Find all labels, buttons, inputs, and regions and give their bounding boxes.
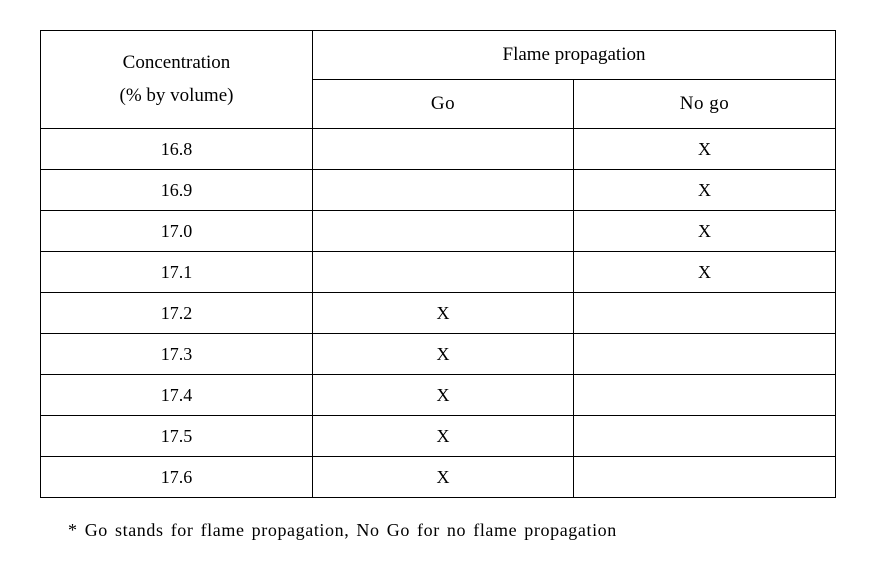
cell-go: [313, 252, 574, 293]
cell-no-go: X: [574, 129, 836, 170]
cell-concentration: 17.1: [41, 252, 313, 293]
table-row: 16.8 X: [41, 129, 836, 170]
table-body: 16.8 X 16.9 X 17.0 X 17.1 X 17.2 X: [41, 129, 836, 498]
cell-no-go: [574, 457, 836, 498]
cell-go: X: [313, 334, 574, 375]
cell-no-go: X: [574, 211, 836, 252]
col-header-concentration: Concentration (% by volume): [41, 31, 313, 129]
cell-go: X: [313, 457, 574, 498]
cell-concentration: 17.0: [41, 211, 313, 252]
cell-go: [313, 129, 574, 170]
cell-go: X: [313, 416, 574, 457]
cell-concentration: 17.4: [41, 375, 313, 416]
table-row: 17.6 X: [41, 457, 836, 498]
cell-go: [313, 211, 574, 252]
cell-concentration: 16.8: [41, 129, 313, 170]
col-header-concentration-line1: Concentration: [123, 52, 231, 73]
table-row: 17.2 X: [41, 293, 836, 334]
cell-go: X: [313, 375, 574, 416]
col-header-no-go: No go: [574, 80, 836, 129]
table-row: 17.3 X: [41, 334, 836, 375]
cell-no-go: [574, 334, 836, 375]
flame-propagation-table-wrap: Concentration (% by volume) Flame propag…: [40, 30, 835, 541]
table-header-row-1: Concentration (% by volume) Flame propag…: [41, 31, 836, 80]
cell-concentration: 17.2: [41, 293, 313, 334]
cell-concentration: 17.3: [41, 334, 313, 375]
table-row: 17.4 X: [41, 375, 836, 416]
table-row: 17.0 X: [41, 211, 836, 252]
cell-concentration: 17.6: [41, 457, 313, 498]
col-header-flame-propagation: Flame propagation: [313, 31, 836, 80]
flame-propagation-table: Concentration (% by volume) Flame propag…: [40, 30, 836, 498]
table-footnote: * Go stands for flame propagation, No Go…: [40, 520, 835, 541]
cell-go: X: [313, 293, 574, 334]
table-row: 16.9 X: [41, 170, 836, 211]
table-row: 17.5 X: [41, 416, 836, 457]
cell-no-go: [574, 293, 836, 334]
cell-no-go: X: [574, 252, 836, 293]
cell-no-go: [574, 416, 836, 457]
cell-concentration: 17.5: [41, 416, 313, 457]
col-header-concentration-line2: (% by volume): [120, 85, 234, 106]
col-header-go: Go: [313, 80, 574, 129]
cell-go: [313, 170, 574, 211]
table-row: 17.1 X: [41, 252, 836, 293]
cell-no-go: X: [574, 170, 836, 211]
cell-concentration: 16.9: [41, 170, 313, 211]
cell-no-go: [574, 375, 836, 416]
